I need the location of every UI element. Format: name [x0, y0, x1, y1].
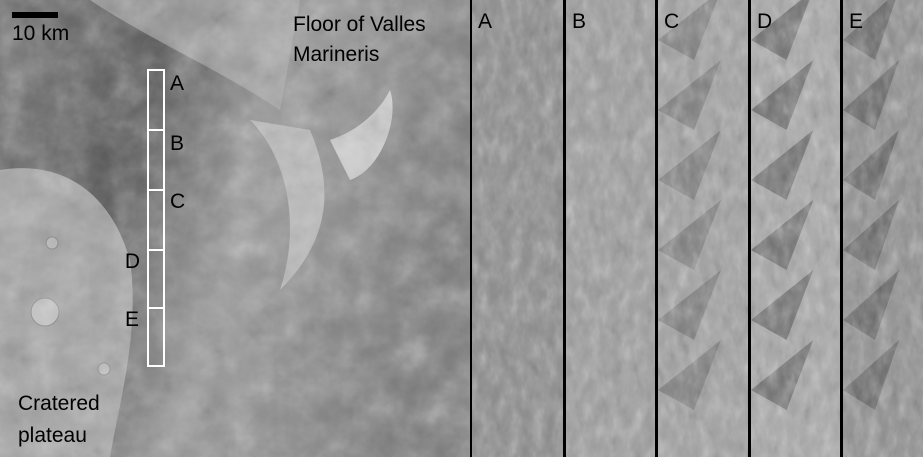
floor-label: Floor of Valles — [293, 13, 426, 36]
panel-label: D — [757, 10, 772, 33]
scale-bar — [12, 12, 58, 18]
panel-noise — [751, 0, 840, 457]
panel-label: C — [664, 10, 679, 33]
panel-label: A — [478, 10, 492, 33]
panel-noise — [843, 0, 923, 457]
panel-label: E — [849, 10, 863, 33]
footprint-label: B — [170, 132, 184, 155]
plateau-label: plateau — [18, 424, 87, 447]
panel-noise — [658, 0, 748, 457]
scale-label: 10 km — [12, 22, 69, 45]
main-image — [0, 0, 470, 457]
footprint-label: D — [125, 250, 140, 273]
footprint-label: E — [125, 308, 139, 331]
detail-panels: A B C D E — [472, 0, 923, 457]
plateau-label: Cratered — [18, 392, 100, 415]
panel-noise — [472, 0, 563, 457]
footprint-label: C — [170, 190, 185, 213]
footprint-label: A — [170, 72, 184, 95]
floor-label: Marineris — [293, 43, 379, 66]
panel-label: B — [572, 10, 586, 33]
panel-noise — [566, 0, 655, 457]
figure: 10 km Floor of Valles Marineris Cratered… — [0, 0, 923, 457]
